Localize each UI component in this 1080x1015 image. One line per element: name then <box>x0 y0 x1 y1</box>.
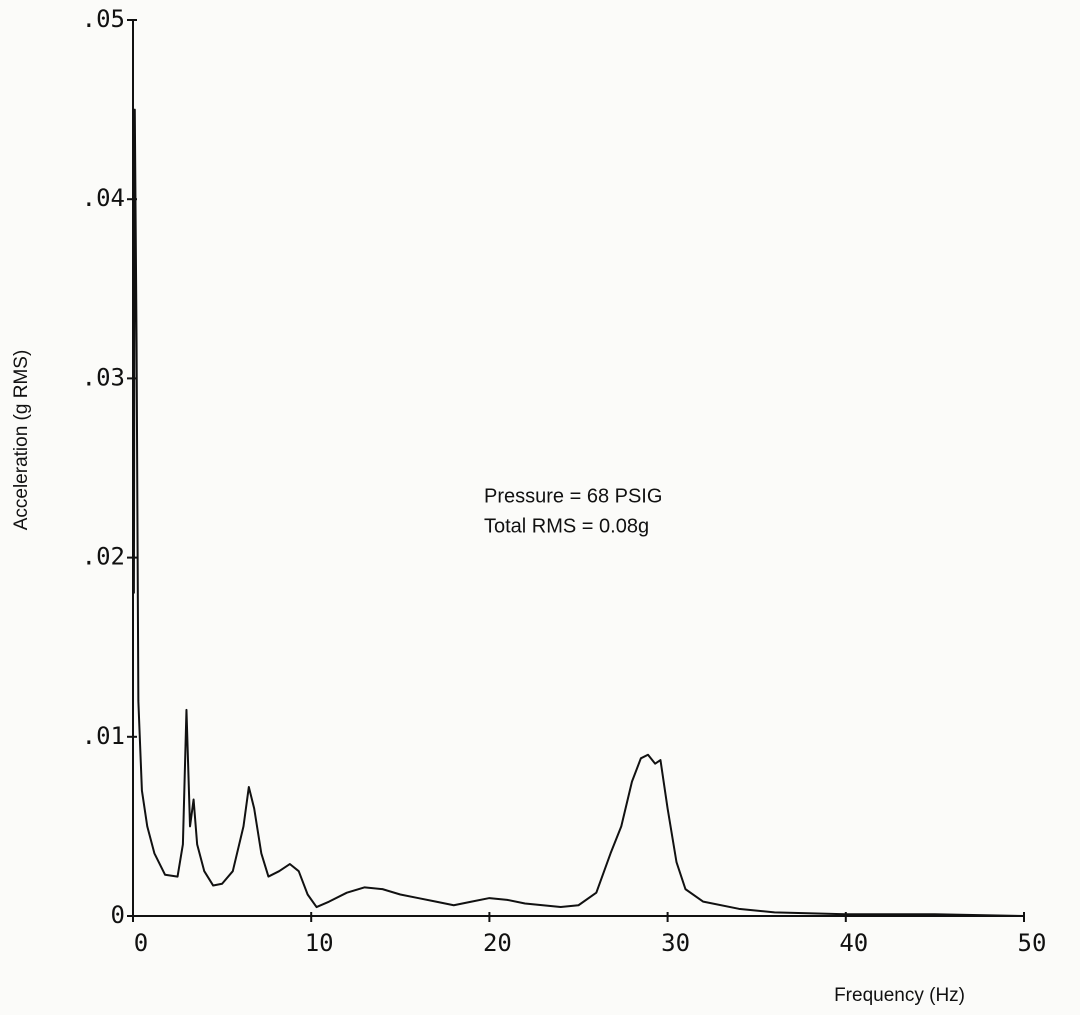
y-tick-label: .01 <box>82 722 125 750</box>
y-tick-label: .05 <box>82 5 125 33</box>
y-tick-label: .04 <box>82 184 125 212</box>
x-tick-label: 40 <box>839 929 868 957</box>
y-tick-label: .02 <box>82 543 125 571</box>
data-line <box>132 108 1025 917</box>
x-tick-label: 20 <box>483 929 512 957</box>
y-axis-label: Acceleration (g RMS) <box>11 350 32 531</box>
x-tick-label: 10 <box>305 929 334 957</box>
x-tick-label: 0 <box>134 929 148 957</box>
annotation: Pressure = 68 PSIG <box>484 485 662 507</box>
annotation: Total RMS = 0.08g <box>484 515 649 537</box>
y-tick-label: .03 <box>82 363 125 391</box>
x-tick-label: 50 <box>1018 929 1047 957</box>
y-tick-label: 0 <box>111 901 125 929</box>
x-axis-label: Frequency (Hz) <box>834 985 965 1006</box>
x-tick-label: 30 <box>661 929 690 957</box>
